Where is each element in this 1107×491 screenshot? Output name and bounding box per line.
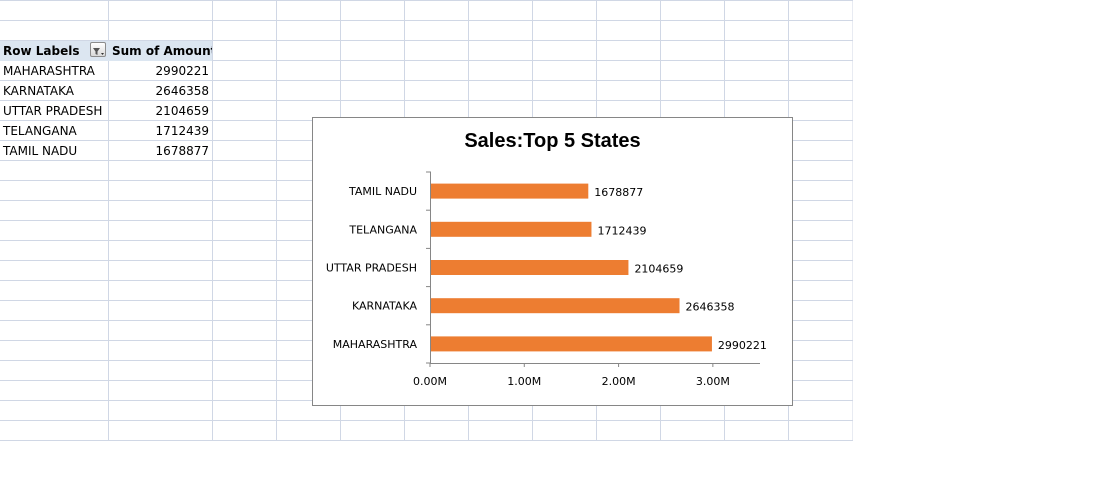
bar[interactable]	[431, 298, 680, 314]
x-tick-label[interactable]: 2.00M	[602, 375, 636, 388]
pivot-row-value[interactable]: 2990221	[155, 64, 209, 78]
pivot-row-value[interactable]: 1678877	[155, 144, 209, 158]
pivot-row-value[interactable]: 2104659	[155, 104, 209, 118]
bar-chart[interactable]: Sales:Top 5 States MAHARASHTRA 2990221 KAR…	[312, 117, 793, 406]
data-label[interactable]: 2646358	[686, 301, 735, 314]
category-label[interactable]: UTTAR PRADESH	[326, 262, 417, 275]
pivot-header-row-labels[interactable]: Row Labels	[0, 41, 108, 61]
pivot-row-label[interactable]: UTTAR PRADESH	[3, 104, 103, 118]
category-label[interactable]: TAMIL NADU	[348, 185, 417, 198]
filter-icon	[93, 48, 104, 55]
pivot-row-label[interactable]: KARNATAKA	[3, 84, 74, 98]
data-label[interactable]: 2104659	[634, 263, 683, 276]
data-label[interactable]: 1712439	[597, 224, 646, 237]
category-label[interactable]: KARNATAKA	[352, 300, 417, 313]
data-label[interactable]: 1678877	[594, 186, 643, 199]
pivot-row-label[interactable]: TAMIL NADU	[3, 144, 78, 158]
pivot-row-value[interactable]: 1712439	[155, 124, 209, 138]
x-tick-label[interactable]: 0.00M	[413, 375, 447, 388]
x-tick-label[interactable]: 3.00M	[696, 375, 730, 388]
bar[interactable]	[431, 260, 629, 275]
bar[interactable]	[431, 183, 589, 199]
bar[interactable]	[431, 221, 592, 237]
pivot-row-label[interactable]: MAHARASHTRA	[3, 64, 95, 78]
data-label[interactable]: 2990221	[718, 339, 767, 352]
pivot-header-sum-of-amount[interactable]: Sum of Amount	[108, 41, 212, 61]
pivot-row-value[interactable]: 2646358	[155, 84, 209, 98]
category-label[interactable]: TELANGANA	[348, 223, 417, 236]
category-label[interactable]: MAHARASHTRA	[333, 338, 418, 351]
chart-plot-area[interactable]: MAHARASHTRA 2990221 KARNATAKA 2646358 UTTAR …	[313, 118, 792, 405]
pivot-row-label[interactable]: TELANGANA	[3, 124, 77, 138]
chart-title[interactable]: Sales:Top 5 States	[464, 130, 641, 152]
x-tick-label[interactable]: 1.00M	[507, 375, 541, 388]
filter-dropdown-button[interactable]	[90, 42, 106, 57]
bar[interactable]	[431, 336, 712, 352]
